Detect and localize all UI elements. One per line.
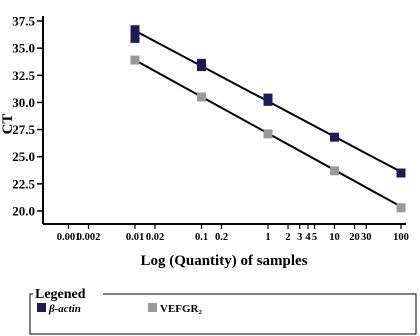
data-point-series-0 — [197, 62, 206, 72]
data-point-series-0 — [330, 132, 339, 142]
y-tick-label: 32.5 — [12, 68, 35, 83]
x-tick-label: 0.001 — [57, 232, 81, 243]
x-tick-label: 4 — [305, 232, 311, 243]
x-tick-label: 10 — [329, 232, 340, 243]
x-tick-label: 100 — [393, 232, 409, 243]
x-tick-label: 1 — [265, 232, 270, 243]
data-point-series-0 — [396, 168, 406, 178]
x-tick-label: 0.2 — [215, 232, 228, 243]
data-point-series-1 — [330, 166, 339, 176]
legend-label-vefgr2: VEFGR₂ — [160, 303, 203, 315]
y-tick-label: 20.0 — [12, 204, 35, 219]
legend: Legened β-actin VEFGR₂ — [29, 286, 417, 335]
data-point-series-1 — [263, 129, 273, 139]
legend-title: Legened — [35, 287, 86, 302]
data-point-series-0 — [130, 33, 140, 43]
x-axis-label: Log (Quantity) of samples — [140, 253, 307, 269]
y-tick-label: 22.5 — [12, 176, 35, 191]
y-tick-label: 35.0 — [12, 41, 35, 56]
y-tick-label: 25.0 — [12, 149, 35, 164]
x-tick-label: 5 — [312, 232, 317, 243]
y-ticks: 20.0 22.5 25.0 27.5 30.0 32.5 35.0 37.5 — [12, 14, 43, 219]
data-point-series-0 — [130, 25, 140, 35]
y-tick-label: 37.5 — [12, 14, 35, 29]
data-point-series-1 — [130, 55, 140, 65]
x-tick-label: 30 — [361, 232, 372, 243]
x-tick-label: 20 — [349, 232, 360, 243]
y-tick-label: 27.5 — [12, 122, 35, 137]
data-point-series-1 — [396, 203, 406, 213]
x-tick-label: 3 — [297, 232, 302, 243]
x-tick-label: 2 — [285, 232, 290, 243]
x-tick-label: 0.002 — [77, 232, 101, 243]
y-axis-label: CT — [0, 114, 16, 135]
x-tick-label: 0.1 — [195, 232, 208, 243]
data-point-series-1 — [197, 92, 206, 102]
y-tick-label: 30.0 — [12, 95, 35, 110]
legend-swatch-beta-actin — [37, 303, 46, 312]
x-tick-label: 0.01 — [126, 232, 144, 243]
fit-lines — [134, 29, 402, 208]
legend-swatch-vefgr2 — [148, 303, 157, 312]
data-point-series-0 — [263, 96, 273, 106]
legend-title-bg — [33, 286, 103, 302]
legend-box — [29, 293, 417, 335]
data-points — [130, 25, 406, 213]
legend-label-beta-actin: β-actin — [48, 303, 81, 315]
x-tick-label: 0.02 — [146, 232, 164, 243]
